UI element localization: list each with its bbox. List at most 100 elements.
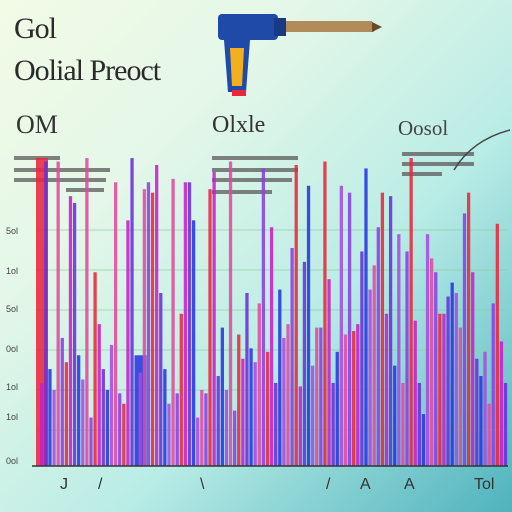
bar bbox=[171, 178, 175, 466]
bar bbox=[310, 365, 315, 466]
bar bbox=[191, 220, 196, 466]
bar bbox=[237, 334, 241, 466]
bar bbox=[425, 234, 430, 466]
bar bbox=[487, 403, 491, 466]
bar bbox=[446, 296, 450, 466]
bar bbox=[294, 164, 298, 467]
bar bbox=[290, 248, 294, 466]
bar bbox=[212, 171, 216, 466]
bar bbox=[384, 313, 389, 466]
bar bbox=[503, 382, 508, 466]
bar bbox=[479, 376, 483, 466]
bar bbox=[224, 389, 229, 466]
bar bbox=[388, 196, 393, 466]
bar bbox=[56, 161, 60, 466]
bar bbox=[269, 227, 274, 466]
bar bbox=[257, 303, 261, 466]
bar bbox=[146, 182, 151, 466]
bar bbox=[44, 161, 48, 466]
bar bbox=[138, 372, 142, 466]
section-label-1: Olxle bbox=[212, 112, 266, 138]
bar bbox=[368, 289, 372, 466]
bar bbox=[372, 265, 376, 466]
bar bbox=[491, 303, 495, 466]
bar bbox=[430, 258, 434, 466]
bar bbox=[499, 341, 504, 466]
bar bbox=[85, 158, 89, 466]
bar bbox=[52, 389, 56, 466]
x-tick-label: / bbox=[326, 476, 331, 493]
bar bbox=[335, 351, 339, 466]
bar bbox=[101, 369, 105, 466]
y-tick-label: 5ol bbox=[6, 304, 19, 314]
bar bbox=[331, 382, 335, 466]
bar bbox=[274, 382, 278, 466]
x-tick-label: A bbox=[360, 476, 371, 493]
bar bbox=[265, 351, 270, 466]
bar bbox=[105, 389, 110, 466]
text-line bbox=[14, 168, 110, 172]
bar bbox=[113, 182, 118, 466]
bar bbox=[159, 293, 163, 466]
text-line bbox=[402, 152, 474, 156]
bar bbox=[409, 158, 413, 466]
y-tick-label: 5ol bbox=[6, 226, 19, 236]
bar bbox=[352, 331, 356, 466]
section-label-0: OM bbox=[16, 110, 58, 139]
bar bbox=[48, 369, 52, 466]
bar bbox=[200, 389, 204, 466]
text-line bbox=[402, 162, 474, 166]
bar bbox=[466, 192, 471, 466]
bar bbox=[118, 393, 122, 466]
bar bbox=[483, 351, 487, 466]
bar bbox=[471, 272, 475, 466]
bar bbox=[163, 369, 167, 466]
bar bbox=[397, 234, 401, 466]
y-tick-label: 0ol bbox=[6, 344, 19, 354]
text-line bbox=[14, 178, 106, 182]
x-tick-label: / bbox=[98, 476, 103, 493]
section-label-2: Oosol bbox=[398, 116, 449, 140]
bar bbox=[130, 158, 134, 466]
bar bbox=[319, 327, 323, 466]
bar bbox=[72, 203, 77, 467]
y-tick-label: 0ol bbox=[6, 456, 19, 466]
bar bbox=[323, 161, 327, 466]
bar bbox=[327, 279, 331, 466]
bar bbox=[150, 192, 155, 466]
chart-subtitle: Oolial Preoct bbox=[14, 54, 161, 87]
bar bbox=[376, 227, 380, 466]
bar bbox=[442, 313, 446, 466]
bar bbox=[249, 348, 253, 466]
text-line bbox=[402, 172, 442, 176]
bar bbox=[187, 182, 192, 466]
drill-icon bbox=[218, 14, 382, 96]
bar bbox=[278, 289, 282, 466]
bar bbox=[89, 417, 93, 466]
bar bbox=[450, 282, 454, 466]
x-tick-label: Tol bbox=[474, 476, 495, 493]
bar bbox=[233, 410, 237, 466]
bar bbox=[245, 293, 249, 466]
bar bbox=[282, 337, 286, 466]
bar bbox=[454, 293, 458, 466]
bar bbox=[475, 358, 479, 466]
bar bbox=[347, 192, 352, 466]
bar bbox=[364, 168, 368, 466]
bar bbox=[179, 313, 183, 466]
bar bbox=[360, 251, 364, 466]
x-tick-label: A bbox=[404, 476, 415, 493]
x-tick-label: \ bbox=[200, 476, 205, 493]
bar bbox=[77, 355, 81, 466]
bar bbox=[208, 189, 212, 466]
bar bbox=[495, 223, 499, 466]
text-line bbox=[212, 178, 292, 182]
bar bbox=[64, 362, 69, 466]
y-tick-label: 1ol bbox=[6, 266, 19, 276]
bar bbox=[302, 261, 307, 466]
bar bbox=[204, 393, 208, 466]
bar bbox=[413, 320, 417, 466]
bar bbox=[122, 403, 126, 466]
bar bbox=[405, 251, 409, 466]
